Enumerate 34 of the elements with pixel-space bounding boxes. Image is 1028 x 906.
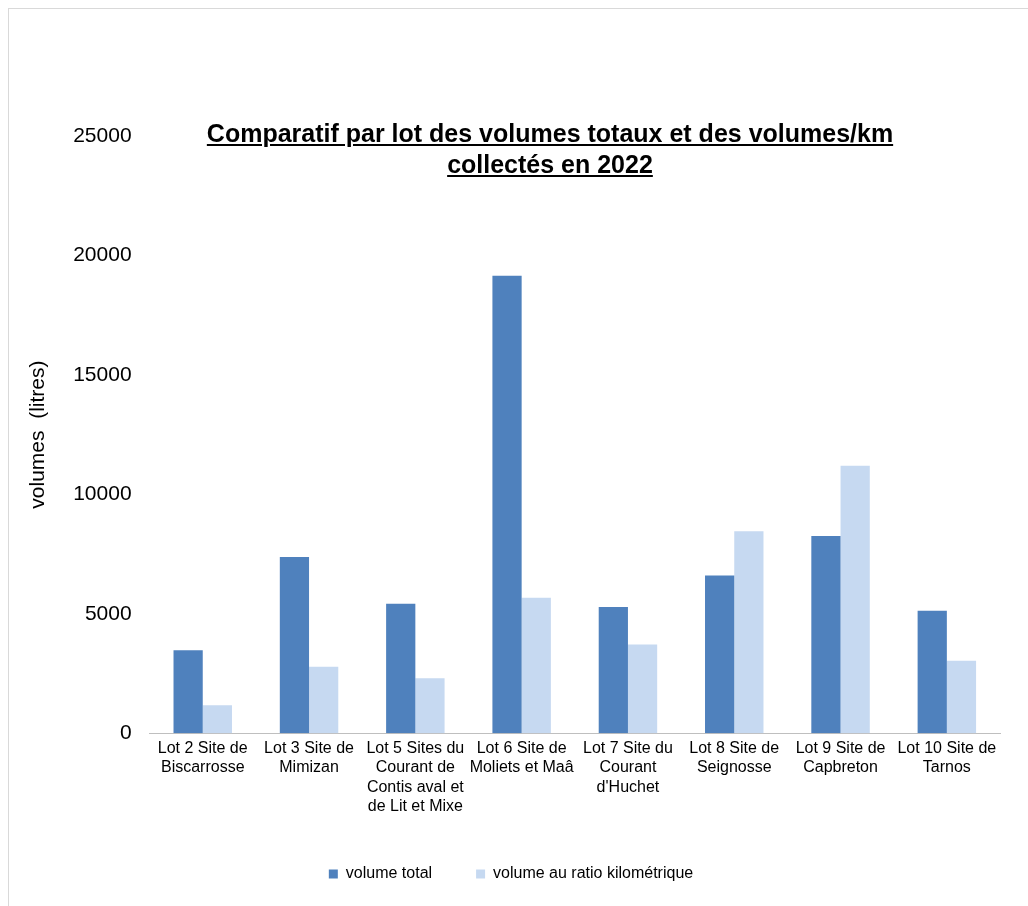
bar: [279, 556, 310, 734]
y-axis-title: volumes (litres): [25, 360, 49, 509]
bar: [946, 660, 977, 734]
bar: [386, 603, 416, 734]
x-tick-label: Lot 6 Site de Moliets et Maâ: [469, 739, 574, 776]
x-tick-label: Lot 9 Site de Capbreton: [795, 739, 886, 776]
bar: [598, 607, 628, 734]
y-tick-label: 0: [119, 720, 132, 743]
legend-label: volume total: [345, 864, 433, 882]
x-tick-label: Lot 7 Site du Courant d'Huchet: [583, 739, 673, 795]
bar: [202, 705, 232, 734]
bar: [415, 678, 445, 734]
x-tick-label: Lot 2 Site de Biscarrosse: [157, 739, 248, 776]
bar: [705, 575, 735, 734]
bar: [734, 531, 764, 734]
bar: [811, 535, 841, 734]
x-tick-label: Lot 3 Site de Mimizan: [264, 739, 355, 776]
bar: [492, 275, 522, 734]
y-tick-label: 20000: [73, 242, 132, 266]
bar: [917, 610, 947, 734]
y-tick-label: 5000: [84, 600, 132, 624]
bar: [309, 666, 339, 734]
bar: [840, 465, 870, 734]
y-tick-label: 10000: [73, 481, 132, 505]
x-tick-label: Lot 10 Site de Tarnos: [897, 739, 997, 776]
y-tick-label: 15000: [73, 361, 132, 385]
x-tick-label: Lot 5 Sites du Courant de Contis aval et de Lit et Mixe: [366, 739, 465, 814]
y-tick-label: 25000: [73, 122, 132, 146]
x-tick-label: Lot 8 Site de Seignosse: [689, 739, 780, 776]
bar: [521, 597, 551, 734]
legend-label: volume au ratio kilométrique: [493, 864, 694, 882]
bar: [173, 650, 203, 734]
bar: [627, 644, 658, 734]
chart-title: Comparatif par lot des volumes totaux et des volumes/km collectés en 2022: [205, 118, 895, 180]
